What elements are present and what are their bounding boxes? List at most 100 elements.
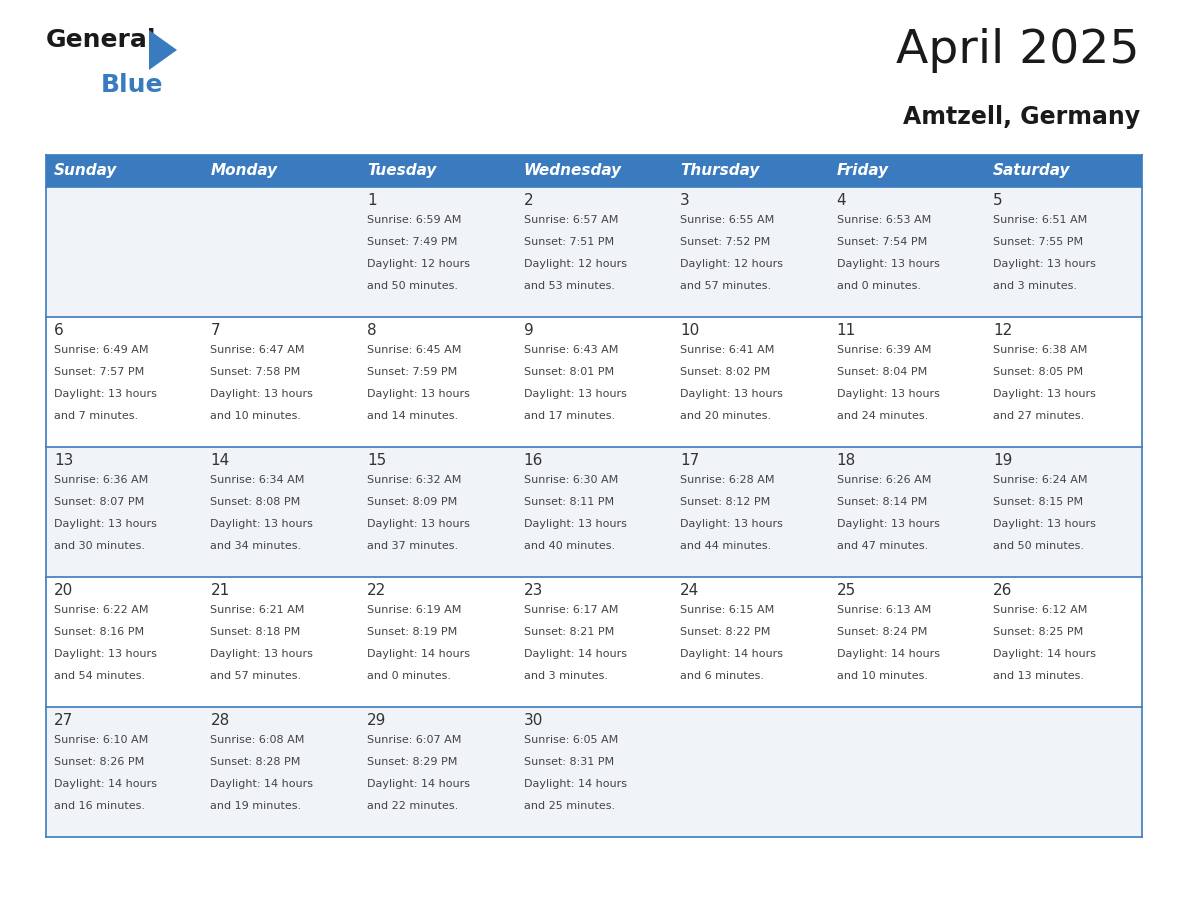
Text: 26: 26 bbox=[993, 583, 1012, 598]
Text: Sunrise: 6:10 AM: Sunrise: 6:10 AM bbox=[53, 735, 148, 745]
Text: Blue: Blue bbox=[101, 73, 164, 97]
Text: Daylight: 13 hours: Daylight: 13 hours bbox=[524, 519, 626, 529]
Text: and 40 minutes.: and 40 minutes. bbox=[524, 541, 614, 551]
Text: Sunset: 8:14 PM: Sunset: 8:14 PM bbox=[836, 497, 927, 507]
Text: 22: 22 bbox=[367, 583, 386, 598]
Text: 11: 11 bbox=[836, 323, 855, 338]
Text: and 44 minutes.: and 44 minutes. bbox=[680, 541, 771, 551]
Text: Sunset: 8:15 PM: Sunset: 8:15 PM bbox=[993, 497, 1083, 507]
Text: 10: 10 bbox=[680, 323, 700, 338]
Text: Daylight: 12 hours: Daylight: 12 hours bbox=[524, 259, 626, 269]
Text: and 57 minutes.: and 57 minutes. bbox=[210, 671, 302, 681]
Text: Sunrise: 6:47 AM: Sunrise: 6:47 AM bbox=[210, 345, 305, 355]
Text: Wednesday: Wednesday bbox=[524, 163, 621, 178]
Text: Sunrise: 6:38 AM: Sunrise: 6:38 AM bbox=[993, 345, 1088, 355]
Text: Sunrise: 6:55 AM: Sunrise: 6:55 AM bbox=[680, 215, 775, 225]
Text: and 13 minutes.: and 13 minutes. bbox=[993, 671, 1085, 681]
Text: Sunrise: 6:26 AM: Sunrise: 6:26 AM bbox=[836, 475, 931, 485]
Text: Daylight: 13 hours: Daylight: 13 hours bbox=[680, 389, 783, 399]
Text: Monday: Monday bbox=[210, 163, 278, 178]
Text: Sunset: 8:24 PM: Sunset: 8:24 PM bbox=[836, 627, 927, 637]
Text: Sunset: 8:19 PM: Sunset: 8:19 PM bbox=[367, 627, 457, 637]
Text: Sunrise: 6:45 AM: Sunrise: 6:45 AM bbox=[367, 345, 461, 355]
Text: Sunrise: 6:13 AM: Sunrise: 6:13 AM bbox=[836, 605, 931, 615]
Text: 25: 25 bbox=[836, 583, 855, 598]
Text: Sunrise: 6:57 AM: Sunrise: 6:57 AM bbox=[524, 215, 618, 225]
Text: Sunrise: 6:30 AM: Sunrise: 6:30 AM bbox=[524, 475, 618, 485]
Text: Daylight: 13 hours: Daylight: 13 hours bbox=[836, 259, 940, 269]
Text: Saturday: Saturday bbox=[993, 163, 1070, 178]
Bar bbox=[46, 707, 1142, 837]
Text: Sunrise: 6:41 AM: Sunrise: 6:41 AM bbox=[680, 345, 775, 355]
Text: Sunset: 8:05 PM: Sunset: 8:05 PM bbox=[993, 367, 1083, 377]
Text: Daylight: 14 hours: Daylight: 14 hours bbox=[210, 779, 314, 789]
Text: Sunset: 7:58 PM: Sunset: 7:58 PM bbox=[210, 367, 301, 377]
Text: 15: 15 bbox=[367, 453, 386, 468]
Text: General: General bbox=[46, 28, 157, 52]
Text: Sunset: 8:22 PM: Sunset: 8:22 PM bbox=[680, 627, 771, 637]
Text: 19: 19 bbox=[993, 453, 1012, 468]
Text: Sunset: 7:51 PM: Sunset: 7:51 PM bbox=[524, 237, 614, 247]
Text: Daylight: 14 hours: Daylight: 14 hours bbox=[524, 779, 626, 789]
Text: Sunset: 8:25 PM: Sunset: 8:25 PM bbox=[993, 627, 1083, 637]
Bar bbox=[46, 317, 1142, 447]
Text: 13: 13 bbox=[53, 453, 74, 468]
Text: Daylight: 14 hours: Daylight: 14 hours bbox=[53, 779, 157, 789]
Text: and 30 minutes.: and 30 minutes. bbox=[53, 541, 145, 551]
Text: Daylight: 13 hours: Daylight: 13 hours bbox=[993, 389, 1097, 399]
Text: Thursday: Thursday bbox=[680, 163, 759, 178]
Text: Daylight: 13 hours: Daylight: 13 hours bbox=[53, 389, 157, 399]
Bar bbox=[46, 187, 1142, 317]
Text: and 6 minutes.: and 6 minutes. bbox=[680, 671, 764, 681]
Text: Sunset: 7:57 PM: Sunset: 7:57 PM bbox=[53, 367, 144, 377]
Text: 14: 14 bbox=[210, 453, 229, 468]
Text: Daylight: 14 hours: Daylight: 14 hours bbox=[524, 649, 626, 659]
Text: Sunset: 8:21 PM: Sunset: 8:21 PM bbox=[524, 627, 614, 637]
Text: Sunrise: 6:59 AM: Sunrise: 6:59 AM bbox=[367, 215, 461, 225]
Text: 23: 23 bbox=[524, 583, 543, 598]
Text: Daylight: 13 hours: Daylight: 13 hours bbox=[524, 389, 626, 399]
Bar bbox=[672, 155, 829, 187]
Text: and 16 minutes.: and 16 minutes. bbox=[53, 801, 145, 811]
Text: Sunset: 7:54 PM: Sunset: 7:54 PM bbox=[836, 237, 927, 247]
Text: 12: 12 bbox=[993, 323, 1012, 338]
Text: Daylight: 13 hours: Daylight: 13 hours bbox=[210, 389, 314, 399]
Bar bbox=[516, 155, 672, 187]
Text: and 17 minutes.: and 17 minutes. bbox=[524, 411, 614, 421]
Text: Daylight: 12 hours: Daylight: 12 hours bbox=[680, 259, 783, 269]
Text: Sunset: 7:59 PM: Sunset: 7:59 PM bbox=[367, 367, 457, 377]
Text: 20: 20 bbox=[53, 583, 74, 598]
Text: and 24 minutes.: and 24 minutes. bbox=[836, 411, 928, 421]
Text: 7: 7 bbox=[210, 323, 220, 338]
Text: Friday: Friday bbox=[836, 163, 889, 178]
Text: and 54 minutes.: and 54 minutes. bbox=[53, 671, 145, 681]
Text: and 0 minutes.: and 0 minutes. bbox=[836, 281, 921, 291]
Text: Sunrise: 6:24 AM: Sunrise: 6:24 AM bbox=[993, 475, 1088, 485]
Text: April 2025: April 2025 bbox=[897, 28, 1140, 73]
Text: and 20 minutes.: and 20 minutes. bbox=[680, 411, 771, 421]
Text: Sunrise: 6:34 AM: Sunrise: 6:34 AM bbox=[210, 475, 305, 485]
Text: and 0 minutes.: and 0 minutes. bbox=[367, 671, 451, 681]
Text: and 47 minutes.: and 47 minutes. bbox=[836, 541, 928, 551]
Bar bbox=[46, 447, 1142, 577]
Text: Sunset: 8:02 PM: Sunset: 8:02 PM bbox=[680, 367, 770, 377]
Text: Sunrise: 6:08 AM: Sunrise: 6:08 AM bbox=[210, 735, 305, 745]
Text: Daylight: 13 hours: Daylight: 13 hours bbox=[210, 519, 314, 529]
Text: Sunrise: 6:28 AM: Sunrise: 6:28 AM bbox=[680, 475, 775, 485]
Bar bbox=[829, 155, 985, 187]
Text: and 22 minutes.: and 22 minutes. bbox=[367, 801, 459, 811]
Text: 5: 5 bbox=[993, 193, 1003, 208]
Text: Sunrise: 6:12 AM: Sunrise: 6:12 AM bbox=[993, 605, 1088, 615]
Text: and 50 minutes.: and 50 minutes. bbox=[367, 281, 457, 291]
Text: 16: 16 bbox=[524, 453, 543, 468]
Text: and 10 minutes.: and 10 minutes. bbox=[210, 411, 302, 421]
Text: Sunrise: 6:07 AM: Sunrise: 6:07 AM bbox=[367, 735, 461, 745]
Text: and 25 minutes.: and 25 minutes. bbox=[524, 801, 614, 811]
Text: Sunset: 8:31 PM: Sunset: 8:31 PM bbox=[524, 757, 614, 767]
Text: and 3 minutes.: and 3 minutes. bbox=[993, 281, 1078, 291]
Text: Daylight: 14 hours: Daylight: 14 hours bbox=[836, 649, 940, 659]
Text: Sunrise: 6:19 AM: Sunrise: 6:19 AM bbox=[367, 605, 461, 615]
Text: 18: 18 bbox=[836, 453, 855, 468]
Text: Sunset: 8:28 PM: Sunset: 8:28 PM bbox=[210, 757, 301, 767]
Bar bbox=[46, 155, 203, 187]
